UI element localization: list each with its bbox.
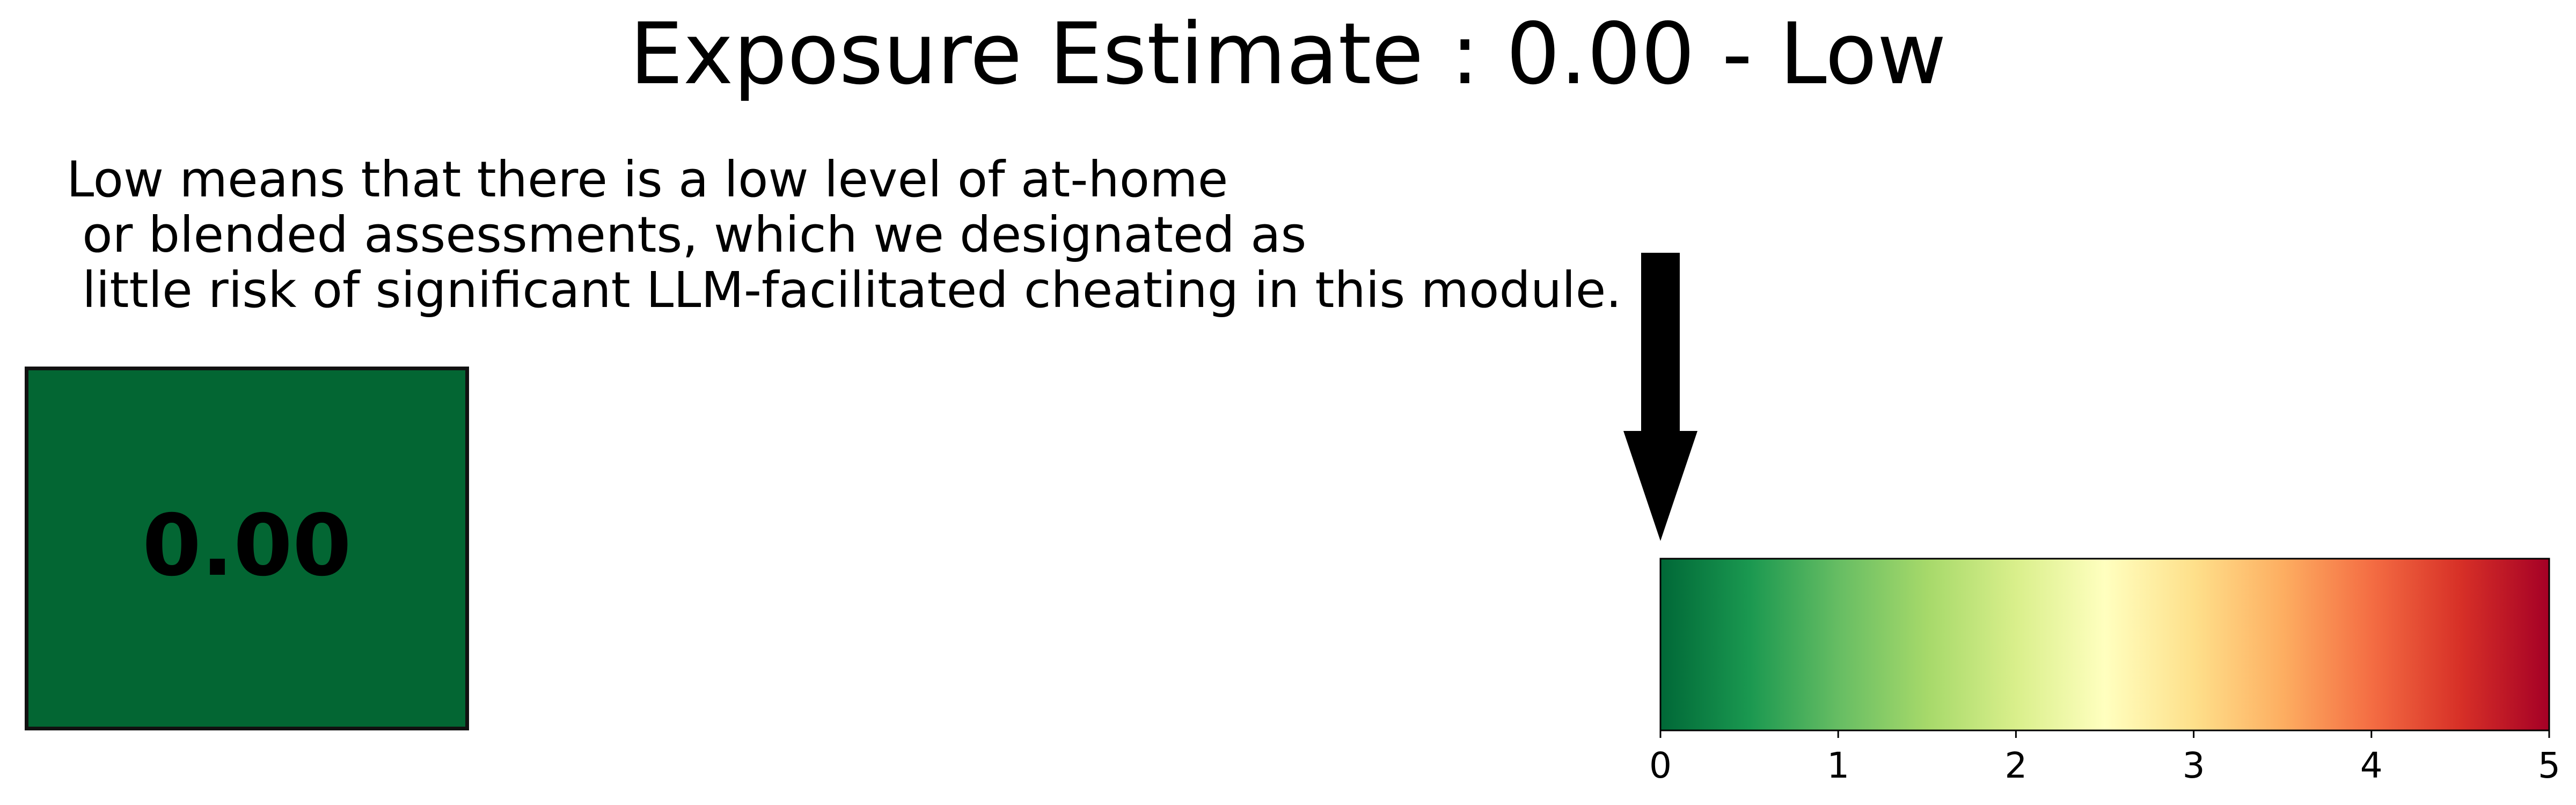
- colorbar-ticks: 0 1 2 3 4 5: [1649, 730, 2560, 786]
- score-value: 0.00: [142, 496, 352, 595]
- score-box: 0.00: [25, 367, 469, 730]
- tick-label-2: 2: [2004, 745, 2027, 786]
- colorbar: [1659, 558, 2550, 731]
- tick-label-3: 3: [2183, 745, 2205, 786]
- tick-label-0: 0: [1649, 745, 1672, 786]
- tick-label-5: 5: [2538, 745, 2560, 786]
- value-arrow-indicator: [1623, 253, 1697, 541]
- tick-label-1: 1: [1827, 745, 1849, 786]
- tick-label-4: 4: [2360, 745, 2383, 786]
- risk-description: Low means that there is a low level of a…: [67, 151, 1622, 319]
- chart-title: Exposure Estimate : 0.00 - Low: [630, 5, 1946, 104]
